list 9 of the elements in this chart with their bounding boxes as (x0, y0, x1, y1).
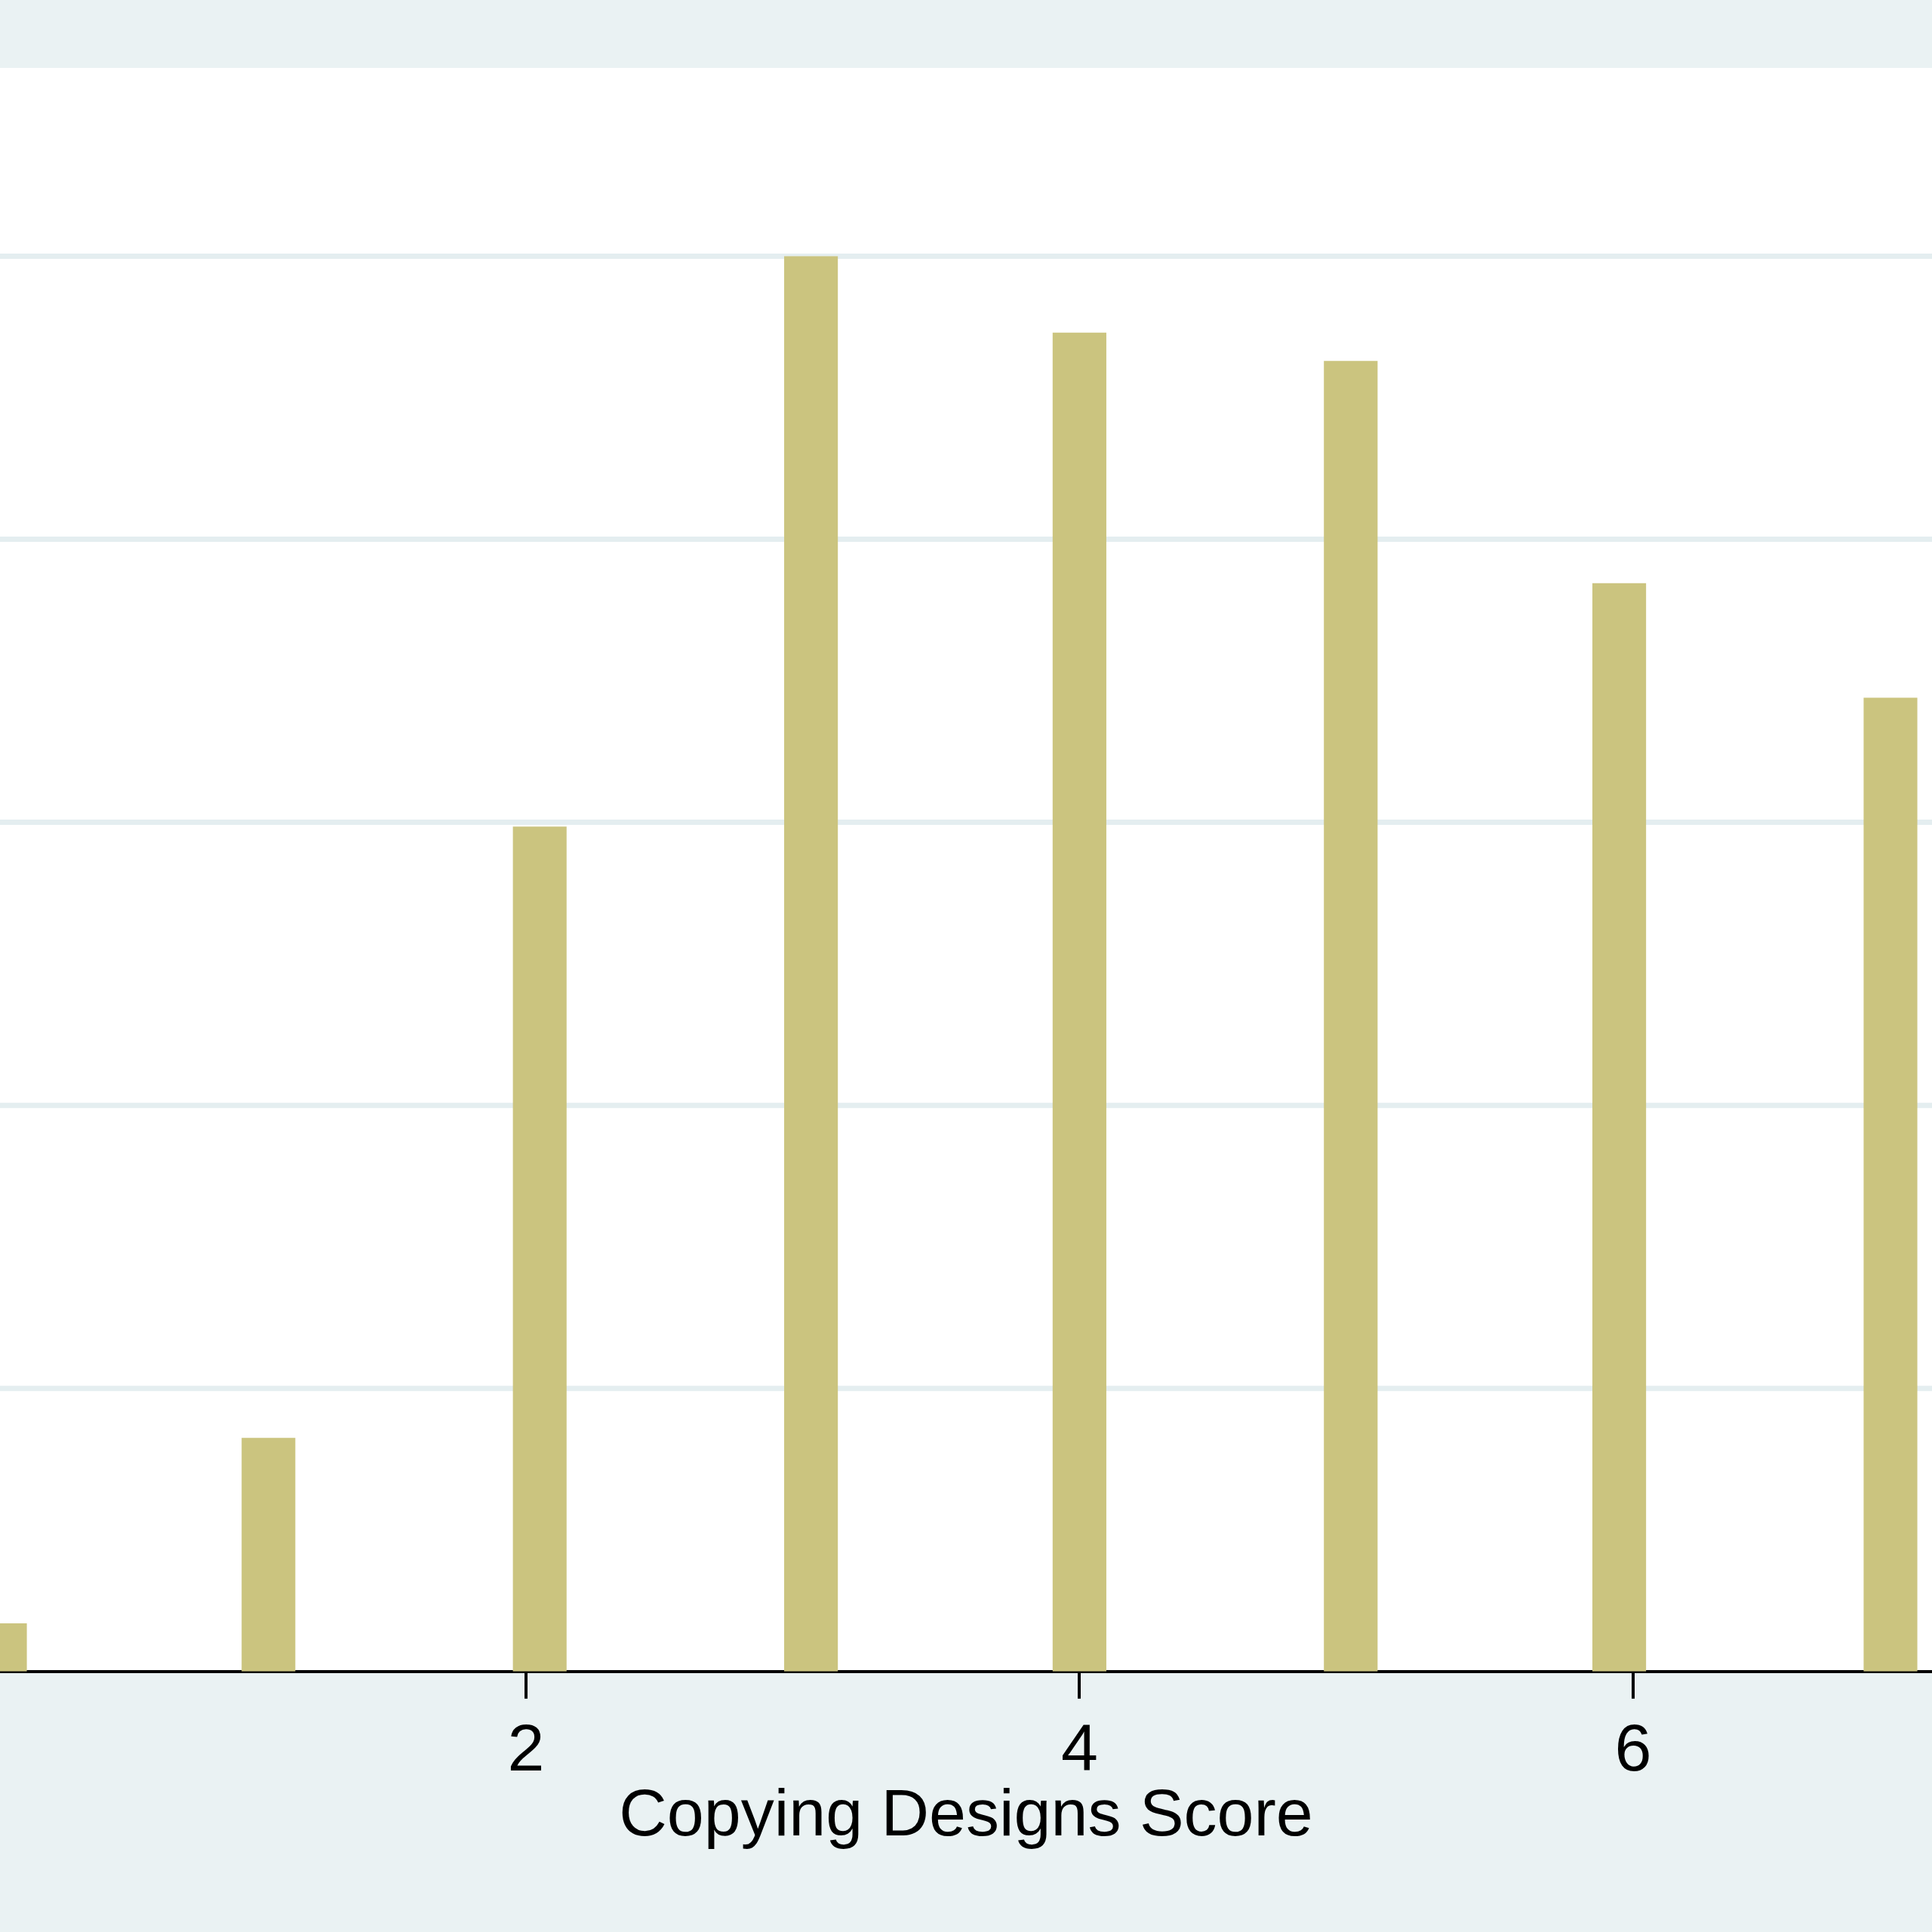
bar (512, 826, 567, 1672)
bar (1324, 361, 1378, 1672)
bar (784, 256, 838, 1672)
bar (1592, 583, 1647, 1672)
x-tick-label: 6 (1614, 1709, 1652, 1785)
bar (242, 1438, 296, 1672)
bar (1863, 697, 1918, 1672)
x-tick-label: 2 (507, 1709, 545, 1785)
bar (1052, 332, 1106, 1672)
